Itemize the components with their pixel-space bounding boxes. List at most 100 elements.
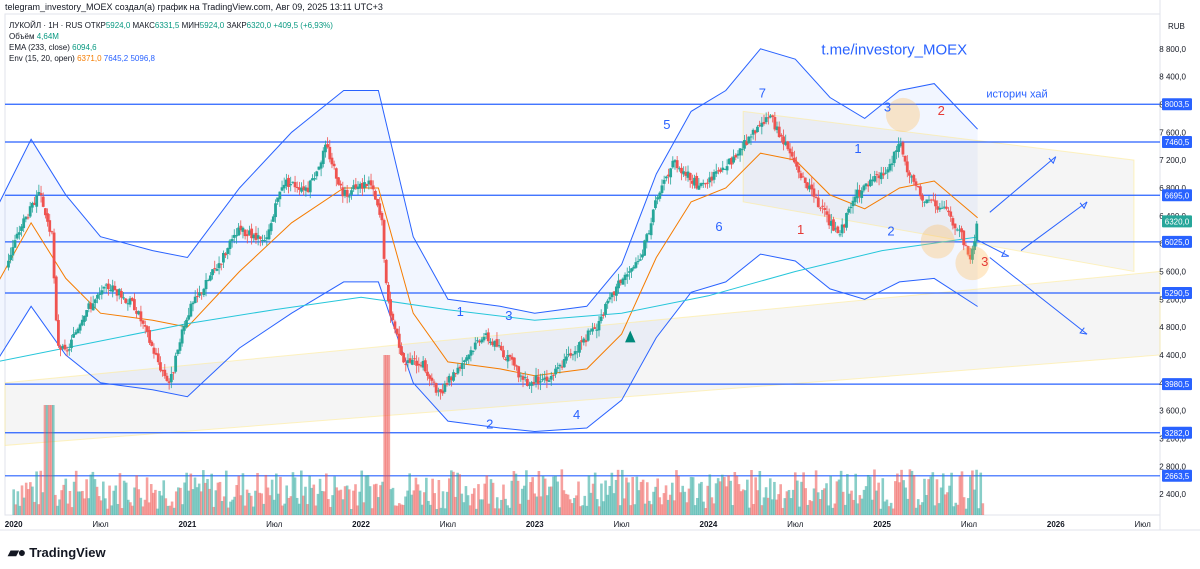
volume-bar bbox=[512, 471, 516, 515]
volume-bar bbox=[866, 474, 870, 515]
volume-bar bbox=[331, 495, 334, 515]
envelope-row[interactable]: Env (15, 20, open) 6371,0 7645,2 5096,8 bbox=[9, 54, 155, 63]
currency-label[interactable]: RUB bbox=[1168, 22, 1185, 31]
volume-bar bbox=[531, 477, 534, 515]
candle-body bbox=[892, 151, 896, 164]
x-tick-label-7: Июл bbox=[613, 520, 630, 529]
candle-body bbox=[849, 206, 853, 209]
candle-body bbox=[284, 179, 288, 187]
candle-body bbox=[387, 284, 390, 302]
candle-body bbox=[495, 339, 499, 347]
volume-bar bbox=[771, 499, 774, 515]
chart-attribution: telegram_investory_MOEX создал(а) график… bbox=[5, 2, 383, 12]
tradingview-brand[interactable]: ▰● TradingView bbox=[8, 544, 106, 561]
candle-body bbox=[955, 229, 959, 231]
volume-bar bbox=[631, 477, 634, 515]
volume-bar bbox=[679, 492, 682, 515]
volume-bar bbox=[937, 503, 941, 515]
high-value: 6331,5 bbox=[154, 21, 180, 30]
volume-bar bbox=[45, 405, 49, 515]
volume-bar bbox=[768, 478, 772, 515]
candle-body bbox=[339, 183, 343, 186]
highlight-zone-1 bbox=[920, 224, 955, 259]
candle-body bbox=[334, 168, 338, 179]
wave-label-3: 4 bbox=[573, 407, 580, 422]
forecast-arrow-short-head bbox=[1001, 250, 1009, 257]
candle-body bbox=[836, 226, 840, 234]
candle-body bbox=[541, 379, 544, 381]
candle-body bbox=[347, 196, 351, 198]
candle-body bbox=[217, 263, 221, 269]
volume-bar bbox=[971, 470, 974, 515]
env-upper-value: 7645,2 bbox=[103, 54, 129, 63]
candle-body bbox=[237, 227, 241, 236]
candle-body bbox=[647, 233, 651, 235]
candle-body bbox=[812, 188, 816, 197]
volume-bar bbox=[537, 471, 541, 515]
volume-bar bbox=[556, 481, 559, 515]
candle-body bbox=[165, 375, 169, 381]
volume-bar bbox=[821, 489, 824, 515]
volume-bar bbox=[445, 491, 449, 515]
volume-bar bbox=[910, 470, 914, 515]
candle-body bbox=[510, 356, 514, 360]
wave-label-2: 3 bbox=[505, 308, 512, 323]
candle-body bbox=[308, 180, 312, 193]
candle-body bbox=[801, 176, 805, 178]
volume-bar bbox=[189, 473, 193, 515]
volume-bar bbox=[602, 501, 605, 515]
candle-body bbox=[914, 181, 918, 186]
volume-bar bbox=[900, 469, 903, 515]
candle-body bbox=[964, 245, 968, 247]
close-value: 6320,0 bbox=[246, 21, 272, 30]
volume-bar bbox=[14, 504, 18, 515]
candle-body bbox=[758, 124, 762, 127]
wave-label-11: 2 bbox=[938, 103, 945, 118]
candle-body bbox=[384, 259, 388, 284]
ema-row[interactable]: EMA (233, close) 6094,6 bbox=[9, 43, 97, 52]
candle-body bbox=[656, 197, 660, 200]
volume-bar bbox=[743, 490, 747, 515]
candle-body bbox=[873, 176, 877, 182]
volume-bar bbox=[525, 470, 528, 515]
candle-body bbox=[393, 321, 397, 329]
volume-bar bbox=[297, 503, 301, 515]
volume-bar bbox=[254, 490, 257, 515]
candle-body bbox=[180, 329, 184, 344]
candle-body bbox=[719, 169, 722, 172]
volume-bar bbox=[927, 479, 930, 515]
candle-body bbox=[245, 234, 249, 237]
y-tick-label-6: 4 800,0 bbox=[1159, 323, 1186, 332]
volume-bar bbox=[891, 508, 895, 515]
volume-bar bbox=[550, 486, 553, 515]
candle-body bbox=[67, 349, 71, 351]
candle-body bbox=[556, 367, 560, 369]
volume-bar bbox=[395, 505, 399, 515]
candle-body bbox=[213, 268, 217, 270]
x-tick-label-4: 2022 bbox=[352, 520, 370, 529]
candle-body bbox=[877, 175, 881, 179]
symbol-label[interactable]: ЛУКОЙЛ · 1Н · RUS bbox=[9, 21, 83, 30]
candle-body bbox=[85, 310, 89, 317]
channel-annotation: t.me/investory_MOEX bbox=[821, 41, 967, 58]
volume-bar bbox=[735, 476, 739, 515]
volume-row[interactable]: Объём 4,64M bbox=[9, 32, 59, 41]
candle-body bbox=[608, 297, 612, 300]
candle-body bbox=[191, 302, 195, 305]
volume-bar bbox=[39, 470, 43, 515]
volume-bar bbox=[108, 485, 111, 515]
volume-value: 4,64M bbox=[36, 32, 59, 41]
volume-bar bbox=[575, 495, 578, 515]
volume-bar bbox=[372, 484, 376, 515]
volume-bar bbox=[435, 508, 439, 515]
candle-body bbox=[91, 303, 95, 311]
volume-bar bbox=[227, 507, 230, 515]
volume-bar bbox=[72, 481, 76, 515]
highlight-zone-0 bbox=[885, 97, 920, 132]
volume-bar bbox=[402, 504, 405, 515]
candle-body bbox=[436, 390, 440, 392]
candle-body bbox=[708, 177, 712, 183]
candle-body bbox=[797, 166, 801, 173]
candle-body bbox=[130, 298, 134, 301]
